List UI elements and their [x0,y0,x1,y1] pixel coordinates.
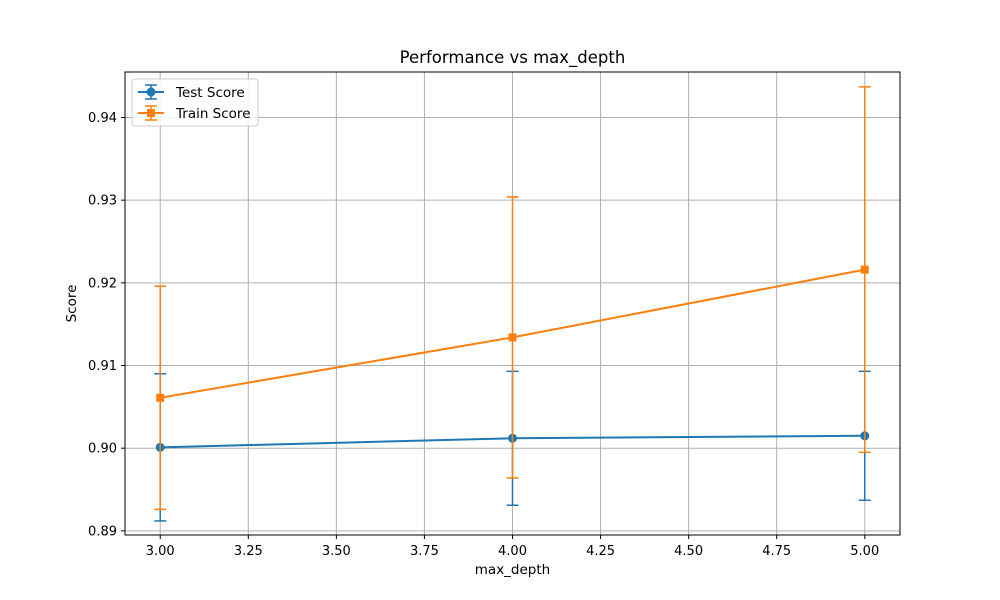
x-tick-label: 3.75 [410,544,439,559]
legend-marker-square [147,109,155,117]
x-tick-label: 4.75 [762,544,791,559]
ticks-layer: 3.00 3.25 3.50 3.75 4.00 4.25 4.50 4.75 5.00 0.89… [88,111,879,559]
x-tick-label: 3.50 [322,544,351,559]
legend-box [131,78,259,127]
x-axis-label: max_depth [475,562,550,578]
legend-label: Train Score [175,106,251,122]
legend-marker-circle [146,87,156,97]
x-tick-label: 3.25 [234,544,263,559]
y-tick-label: 0.90 [88,442,117,457]
y-tick-label: 0.93 [88,194,117,209]
y-tick-label: 0.92 [88,276,117,291]
y-tick-label: 0.89 [88,524,117,539]
y-tick-label: 0.94 [88,111,117,126]
chart-title: Performance vs max_depth [400,48,626,68]
x-tick-label: 4.50 [674,544,703,559]
y-axis-label: Score [64,285,80,323]
data-point-square [860,265,869,274]
legend-label: Test Score [175,85,245,101]
y-tick-label: 0.91 [88,359,117,374]
legend: Test Score Train Score [131,78,259,127]
series-layer [154,86,871,522]
x-tick-label: 4.25 [586,544,615,559]
data-point-square [156,393,165,402]
x-tick-label: 4.00 [498,544,527,559]
series-train-score [154,86,871,511]
x-tick-label: 3.00 [146,544,175,559]
data-point-square [508,333,517,342]
x-tick-label: 5.00 [850,544,879,559]
